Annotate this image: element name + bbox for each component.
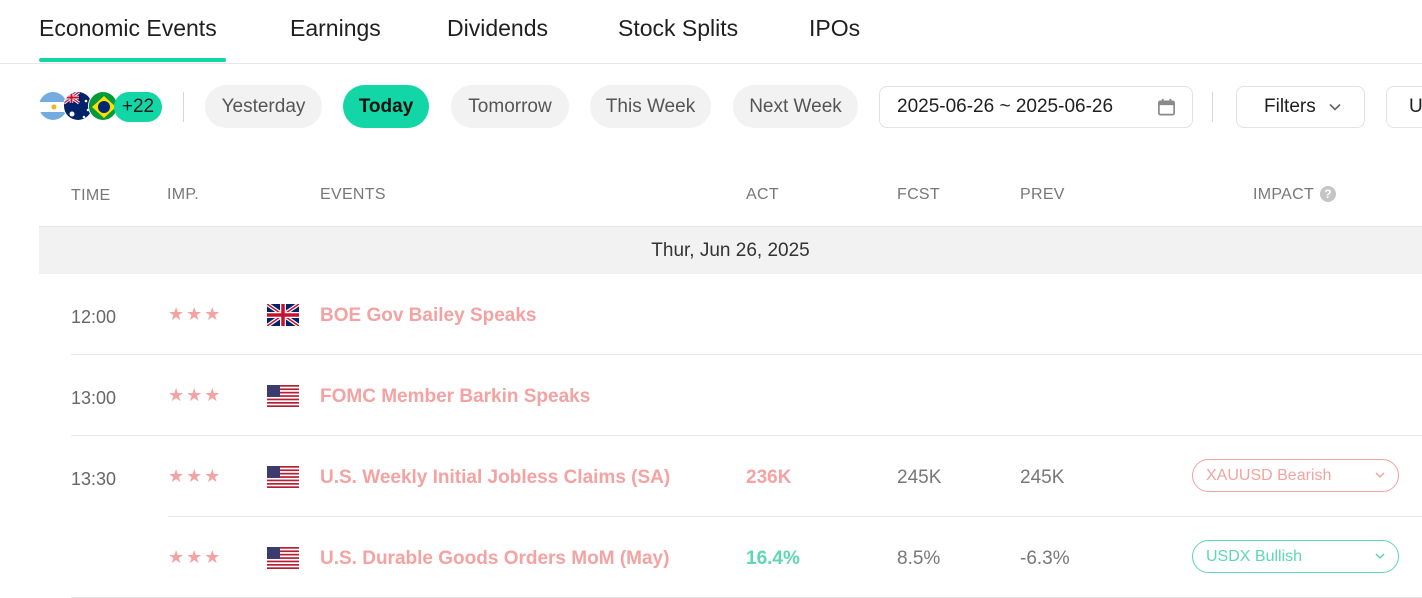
tab-stock-splits[interactable]: Stock Splits — [618, 15, 739, 41]
us-flag-icon — [267, 466, 299, 488]
column-header-impact: IMPACT? — [1253, 186, 1337, 204]
importance-stars: ★★★ — [168, 466, 223, 486]
impact-select[interactable]: USDX Bullish — [1192, 540, 1399, 573]
event-name[interactable]: FOMC Member Barkin Speaks — [320, 386, 591, 407]
date-range-value: 2025-06-26 ~ 2025-06-26 — [897, 96, 1114, 117]
event-name[interactable]: BOE Gov Bailey Speaks — [320, 305, 537, 326]
event-time: 13:00 — [71, 388, 117, 408]
event-name[interactable]: U.S. Weekly Initial Jobless Claims (SA) — [320, 467, 671, 488]
column-header-time: TIME — [71, 187, 111, 204]
column-header-previous: PREV — [1020, 186, 1065, 203]
date-group-header: Thur, Jun 26, 2025 — [39, 226, 1422, 274]
more-countries-badge[interactable]: +22 — [114, 92, 162, 122]
us-flag-icon — [267, 547, 299, 569]
forecast-value: 8.5% — [897, 548, 941, 569]
period-tomorrow-button[interactable]: Tomorrow — [451, 85, 569, 128]
row-divider — [168, 516, 1422, 517]
event-name[interactable]: U.S. Durable Goods Orders MoM (May) — [320, 548, 670, 569]
importance-stars: ★★★ — [168, 547, 223, 567]
impact-header-label: IMPACT — [1253, 186, 1315, 203]
previous-value: 245K — [1020, 467, 1065, 488]
event-time: 12:00 — [71, 307, 117, 327]
active-tab-indicator — [39, 58, 226, 62]
previous-value: -6.3% — [1020, 548, 1070, 569]
column-header-importance: IMP. — [167, 186, 200, 203]
chevron-down-icon — [1375, 472, 1385, 479]
period-next-week-button[interactable]: Next Week — [733, 85, 858, 128]
period-this-week-button[interactable]: This Week — [590, 85, 711, 128]
divider — [183, 92, 184, 122]
argentina-flag-icon — [38, 91, 68, 121]
row-divider — [71, 435, 1422, 436]
us-flag-icon — [267, 385, 299, 407]
divider — [1212, 92, 1213, 122]
tab-ipos[interactable]: IPOs — [809, 15, 861, 41]
impact-select[interactable]: XAUUSD Bearish — [1192, 459, 1399, 492]
impact-label: XAUUSD Bearish — [1206, 466, 1332, 484]
event-type-tabs: Economic Events Earnings Dividends Stock… — [0, 0, 1422, 64]
tab-dividends[interactable]: Dividends — [447, 15, 548, 41]
row-divider — [71, 354, 1422, 355]
filters-label: Filters — [1264, 96, 1316, 117]
period-yesterday-button[interactable]: Yesterday — [205, 85, 322, 128]
importance-stars: ★★★ — [168, 385, 223, 405]
event-time: 13:30 — [71, 469, 117, 489]
brazil-flag-icon — [88, 91, 118, 121]
tab-earnings[interactable]: Earnings — [290, 15, 381, 41]
unit-selector-label: U — [1409, 96, 1422, 117]
chevron-down-icon — [1329, 103, 1341, 111]
importance-stars: ★★★ — [168, 304, 223, 324]
date-range-picker[interactable]: 2025-06-26 ~ 2025-06-26 — [879, 86, 1193, 128]
date-group-label: Thur, Jun 26, 2025 — [651, 239, 810, 261]
uk-flag-icon — [267, 304, 299, 326]
column-header-events: EVENTS — [320, 186, 386, 203]
column-header-actual: ACT — [746, 186, 779, 203]
column-header-forecast: FCST — [897, 186, 940, 203]
calendar-icon — [1158, 98, 1175, 116]
unit-selector-button[interactable]: U — [1386, 86, 1422, 128]
actual-value: 16.4% — [746, 548, 800, 569]
help-icon[interactable]: ? — [1320, 186, 1337, 202]
filters-button[interactable]: Filters — [1236, 86, 1365, 128]
actual-value: 236K — [746, 467, 792, 488]
chevron-down-icon — [1375, 553, 1385, 560]
forecast-value: 245K — [897, 467, 942, 488]
australia-flag-icon — [63, 91, 93, 121]
impact-label: USDX Bullish — [1206, 547, 1303, 565]
tab-economic-events[interactable]: Economic Events — [39, 15, 217, 41]
period-today-button[interactable]: Today — [343, 85, 429, 128]
